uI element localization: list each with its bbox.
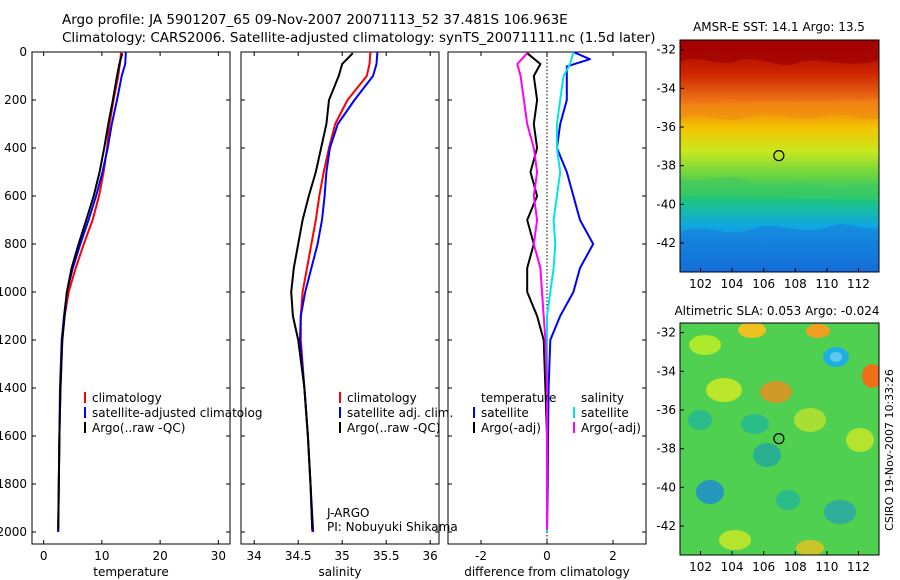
sst-map-xtick-label: 102 bbox=[689, 277, 712, 291]
depth-tick-label: 1000 bbox=[0, 285, 27, 299]
sst-map-title: AMSR-E SST: 14.1 Argo: 13.5 bbox=[693, 20, 865, 34]
difference-legend-temp-satellite-label: satellite bbox=[481, 406, 529, 420]
depth-tick-label: 800 bbox=[4, 237, 27, 251]
difference-legend-salinity-heading: salinity bbox=[581, 391, 624, 405]
difference-axis-label: difference from climatology bbox=[464, 565, 630, 579]
salinity-series-line bbox=[290, 52, 354, 530]
temperature-xtick-label: 0 bbox=[40, 549, 48, 563]
temperature-axis-label: temperature bbox=[93, 565, 168, 579]
sla-map-ytick-label: -42 bbox=[656, 519, 676, 533]
sla-map-float-marker bbox=[773, 433, 785, 445]
sla-map-xtick-label: 108 bbox=[784, 560, 807, 574]
program-annotation: J-ARGO bbox=[326, 506, 369, 520]
depth-tick-label: 600 bbox=[4, 189, 27, 203]
sla-map-frame bbox=[679, 322, 880, 556]
sla-map-xtick-label: 104 bbox=[721, 560, 744, 574]
sla-map-xtick-label: 112 bbox=[847, 560, 870, 574]
temperature-legend-climatology-label: climatology bbox=[92, 391, 162, 405]
difference-legend-sal-argo-label: Argo(-adj) bbox=[581, 421, 641, 435]
sst-map-xtick-label: 108 bbox=[784, 277, 807, 291]
sst-map-ytick-label: -34 bbox=[656, 81, 676, 95]
sla-map-ytick-label: -40 bbox=[656, 480, 676, 494]
difference-xtick-label: -2 bbox=[475, 549, 487, 563]
depth-tick-label: 1200 bbox=[0, 333, 27, 347]
sst-map-frame bbox=[679, 39, 880, 273]
depth-tick-label: 1400 bbox=[0, 381, 27, 395]
salinity-legend-climatology-label: climatology bbox=[347, 391, 417, 405]
salinity-xtick-label: 34 bbox=[247, 549, 262, 563]
depth-tick-label: 400 bbox=[4, 141, 27, 155]
sla-map-ytick-label: -36 bbox=[656, 403, 676, 417]
sla-map-ytick-label: -38 bbox=[656, 442, 676, 456]
sla-map-title: Altimetric SLA: 0.053 Argo: -0.024 bbox=[674, 304, 879, 318]
depth-tick-label: 200 bbox=[4, 93, 27, 107]
difference-series-line bbox=[516, 52, 548, 530]
sla-map-xtick-label: 106 bbox=[752, 560, 775, 574]
sst-map bbox=[680, 40, 879, 272]
sst-map-ytick-label: -38 bbox=[656, 159, 676, 173]
temperature-xtick-label: 20 bbox=[152, 549, 167, 563]
sst-map-ytick-label: -32 bbox=[656, 43, 676, 57]
sla-map bbox=[680, 323, 879, 555]
difference-series-line bbox=[526, 52, 548, 530]
temperature-legend-argo-label: Argo(..raw -QC) bbox=[92, 421, 185, 435]
depth-tick-label: 1600 bbox=[0, 429, 27, 443]
pi-annotation: PI: Nobuyuki Shikama bbox=[327, 520, 458, 534]
sla-map-ytick-label: -32 bbox=[656, 326, 676, 340]
salinity-xtick-label: 36 bbox=[423, 549, 438, 563]
salinity-axis-label: salinity bbox=[318, 565, 361, 579]
difference-legend-sal-satellite-label: satellite bbox=[581, 406, 629, 420]
salinity-legend-satellite-label: satellite adj. clim. bbox=[347, 406, 453, 420]
sla-map-xtick-label: 102 bbox=[689, 560, 712, 574]
temperature-panel bbox=[31, 51, 231, 545]
salinity-legend-argo-label: Argo(..raw -QC) bbox=[347, 421, 440, 435]
sla-map-ytick-label: -34 bbox=[656, 364, 676, 378]
sst-map-ytick-label: -36 bbox=[656, 120, 676, 134]
salinity-xtick-label: 35 bbox=[335, 549, 350, 563]
sst-map-xtick-label: 110 bbox=[815, 277, 838, 291]
sst-map-xtick-label: 106 bbox=[752, 277, 775, 291]
difference-xtick-label: 0 bbox=[543, 549, 551, 563]
sst-map-float-marker bbox=[773, 150, 785, 162]
temperature-xtick-label: 10 bbox=[94, 549, 109, 563]
sst-map-xtick-label: 112 bbox=[847, 277, 870, 291]
sst-map-xtick-label: 104 bbox=[721, 277, 744, 291]
depth-tick-label: 2000 bbox=[0, 525, 27, 539]
difference-legend-temperature-heading: temperature bbox=[481, 391, 556, 405]
temperature-series-line bbox=[57, 52, 124, 530]
temperature-legend-satellite-label: satellite-adjusted climatolog bbox=[92, 406, 262, 420]
salinity-xtick-label: 34.5 bbox=[285, 549, 312, 563]
salinity-panel bbox=[240, 51, 440, 545]
depth-tick-label: 0 bbox=[19, 45, 27, 59]
credit-stamp: CSIRO 19-Nov-2007 10:33:26 bbox=[883, 369, 896, 531]
difference-xtick-label: 2 bbox=[609, 549, 617, 563]
depth-tick-label: 1800 bbox=[0, 477, 27, 491]
sla-map-xtick-label: 110 bbox=[815, 560, 838, 574]
figure-title-line2: Climatology: CARS2006. Satellite-adjuste… bbox=[62, 30, 655, 46]
sst-map-ytick-label: -40 bbox=[656, 197, 676, 211]
difference-legend-temp-argo-label: Argo(-adj) bbox=[481, 421, 541, 435]
temperature-xtick-label: 30 bbox=[211, 549, 226, 563]
sst-map-ytick-label: -42 bbox=[656, 236, 676, 250]
salinity-xtick-label: 35.5 bbox=[373, 549, 400, 563]
figure-title-line1: Argo profile: JA 5901207_65 09-Nov-2007 … bbox=[62, 12, 568, 28]
difference-series-line bbox=[546, 51, 595, 533]
